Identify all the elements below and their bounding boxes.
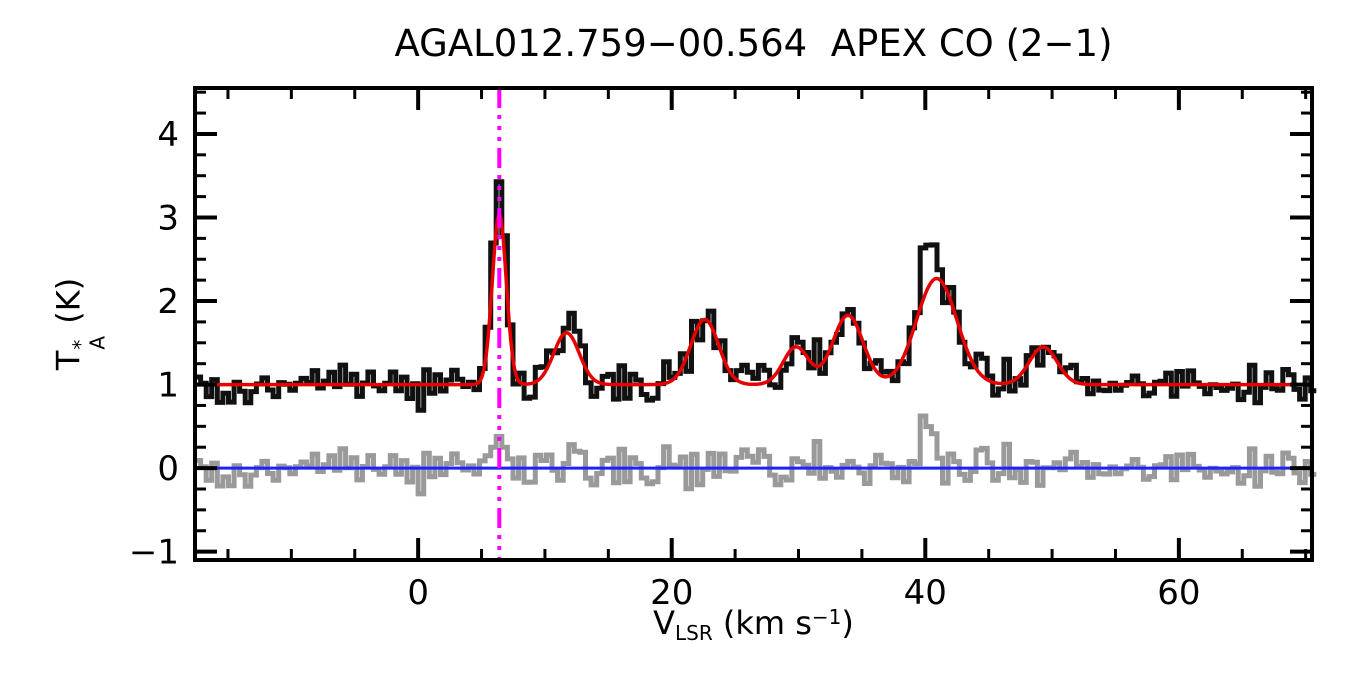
gaussian-fit-curve xyxy=(195,207,1312,387)
y-tick-label: 0 xyxy=(157,449,179,489)
co-spectrum-histogram xyxy=(195,179,1317,413)
plot-frame xyxy=(193,86,1314,562)
x-tick-label: 60 xyxy=(1157,573,1200,613)
x-axis-label-sub: LSR xyxy=(674,621,713,645)
x-tick-label: 20 xyxy=(650,573,693,613)
y-axis-label-base: T xyxy=(49,350,88,371)
residual-histogram xyxy=(195,413,1317,497)
y-axis-label-sub: A xyxy=(85,335,110,350)
y-tick-label: 2 xyxy=(157,282,179,322)
y-tick-label: −1 xyxy=(129,533,179,573)
y-tick-label: 1 xyxy=(157,366,179,406)
y-axis-label-subsup: * A xyxy=(69,335,110,350)
x-axis-label-end: ) xyxy=(841,604,854,642)
plot-title: AGAL012.759−00.564 APEX CO (2−1) xyxy=(394,22,1113,65)
x-axis-label-base: V xyxy=(653,604,675,642)
x-axis-label: VLSR (km s−1) xyxy=(195,604,1312,645)
y-tick-label: 4 xyxy=(157,115,179,155)
x-tick-label: 0 xyxy=(407,573,429,613)
x-tick-label: 40 xyxy=(904,573,947,613)
x-axis-label-mid: (km s xyxy=(712,604,812,642)
y-axis-label: T * A (K) xyxy=(49,277,110,371)
y-tick-label: 3 xyxy=(157,198,179,238)
x-axis-label-sup: −1 xyxy=(811,605,842,629)
y-axis-label-unit: (K) xyxy=(49,277,88,334)
